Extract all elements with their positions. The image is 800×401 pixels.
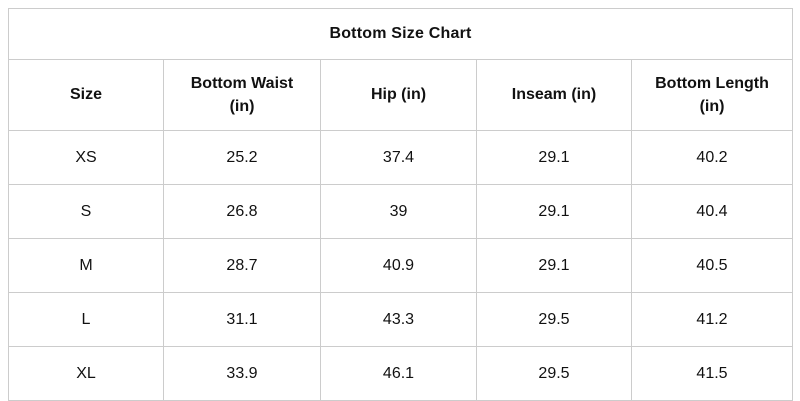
- data-cell: 41.5: [631, 346, 793, 401]
- size-cell: M: [8, 238, 164, 293]
- table-row-l: L 31.1 43.3 29.5 41.2: [8, 292, 793, 347]
- header-cell-bottom-waist: Bottom Waist (in): [163, 59, 321, 131]
- data-cell: 40.4: [631, 184, 793, 239]
- header-cell-size: Size: [8, 59, 164, 131]
- table-row-xs: XS 25.2 37.4 29.1 40.2: [8, 130, 793, 185]
- size-chart-table: Bottom Size Chart Size Bottom Waist (in)…: [8, 8, 793, 401]
- header-cell-bottom-length: Bottom Length (in): [631, 59, 793, 131]
- data-cell: 40.9: [320, 238, 477, 293]
- table-header-row: Size Bottom Waist (in) Hip (in) Inseam (…: [8, 59, 793, 131]
- size-chart: Bottom Size Chart Size Bottom Waist (in)…: [8, 8, 793, 401]
- data-cell: 31.1: [163, 292, 321, 347]
- data-cell: 40.5: [631, 238, 793, 293]
- size-cell: XS: [8, 130, 164, 185]
- data-cell: 37.4: [320, 130, 477, 185]
- data-cell: 29.1: [476, 184, 632, 239]
- data-cell: 29.5: [476, 292, 632, 347]
- data-cell: 25.2: [163, 130, 321, 185]
- data-cell: 29.1: [476, 130, 632, 185]
- data-cell: 28.7: [163, 238, 321, 293]
- data-cell: 39: [320, 184, 477, 239]
- header-cell-inseam: Inseam (in): [476, 59, 632, 131]
- data-cell: 46.1: [320, 346, 477, 401]
- data-cell: 29.5: [476, 346, 632, 401]
- data-cell: 43.3: [320, 292, 477, 347]
- table-row-s: S 26.8 39 29.1 40.4: [8, 184, 793, 239]
- data-cell: 29.1: [476, 238, 632, 293]
- table-row-m: M 28.7 40.9 29.1 40.5: [8, 238, 793, 293]
- data-cell: 41.2: [631, 292, 793, 347]
- table-row-xl: XL 33.9 46.1 29.5 41.5: [8, 346, 793, 401]
- header-cell-hip: Hip (in): [320, 59, 477, 131]
- size-cell: L: [8, 292, 164, 347]
- data-cell: 26.8: [163, 184, 321, 239]
- chart-title: Bottom Size Chart: [8, 8, 793, 60]
- size-cell: S: [8, 184, 164, 239]
- size-cell: XL: [8, 346, 164, 401]
- table-title-row: Bottom Size Chart: [8, 8, 793, 60]
- data-cell: 33.9: [163, 346, 321, 401]
- data-cell: 40.2: [631, 130, 793, 185]
